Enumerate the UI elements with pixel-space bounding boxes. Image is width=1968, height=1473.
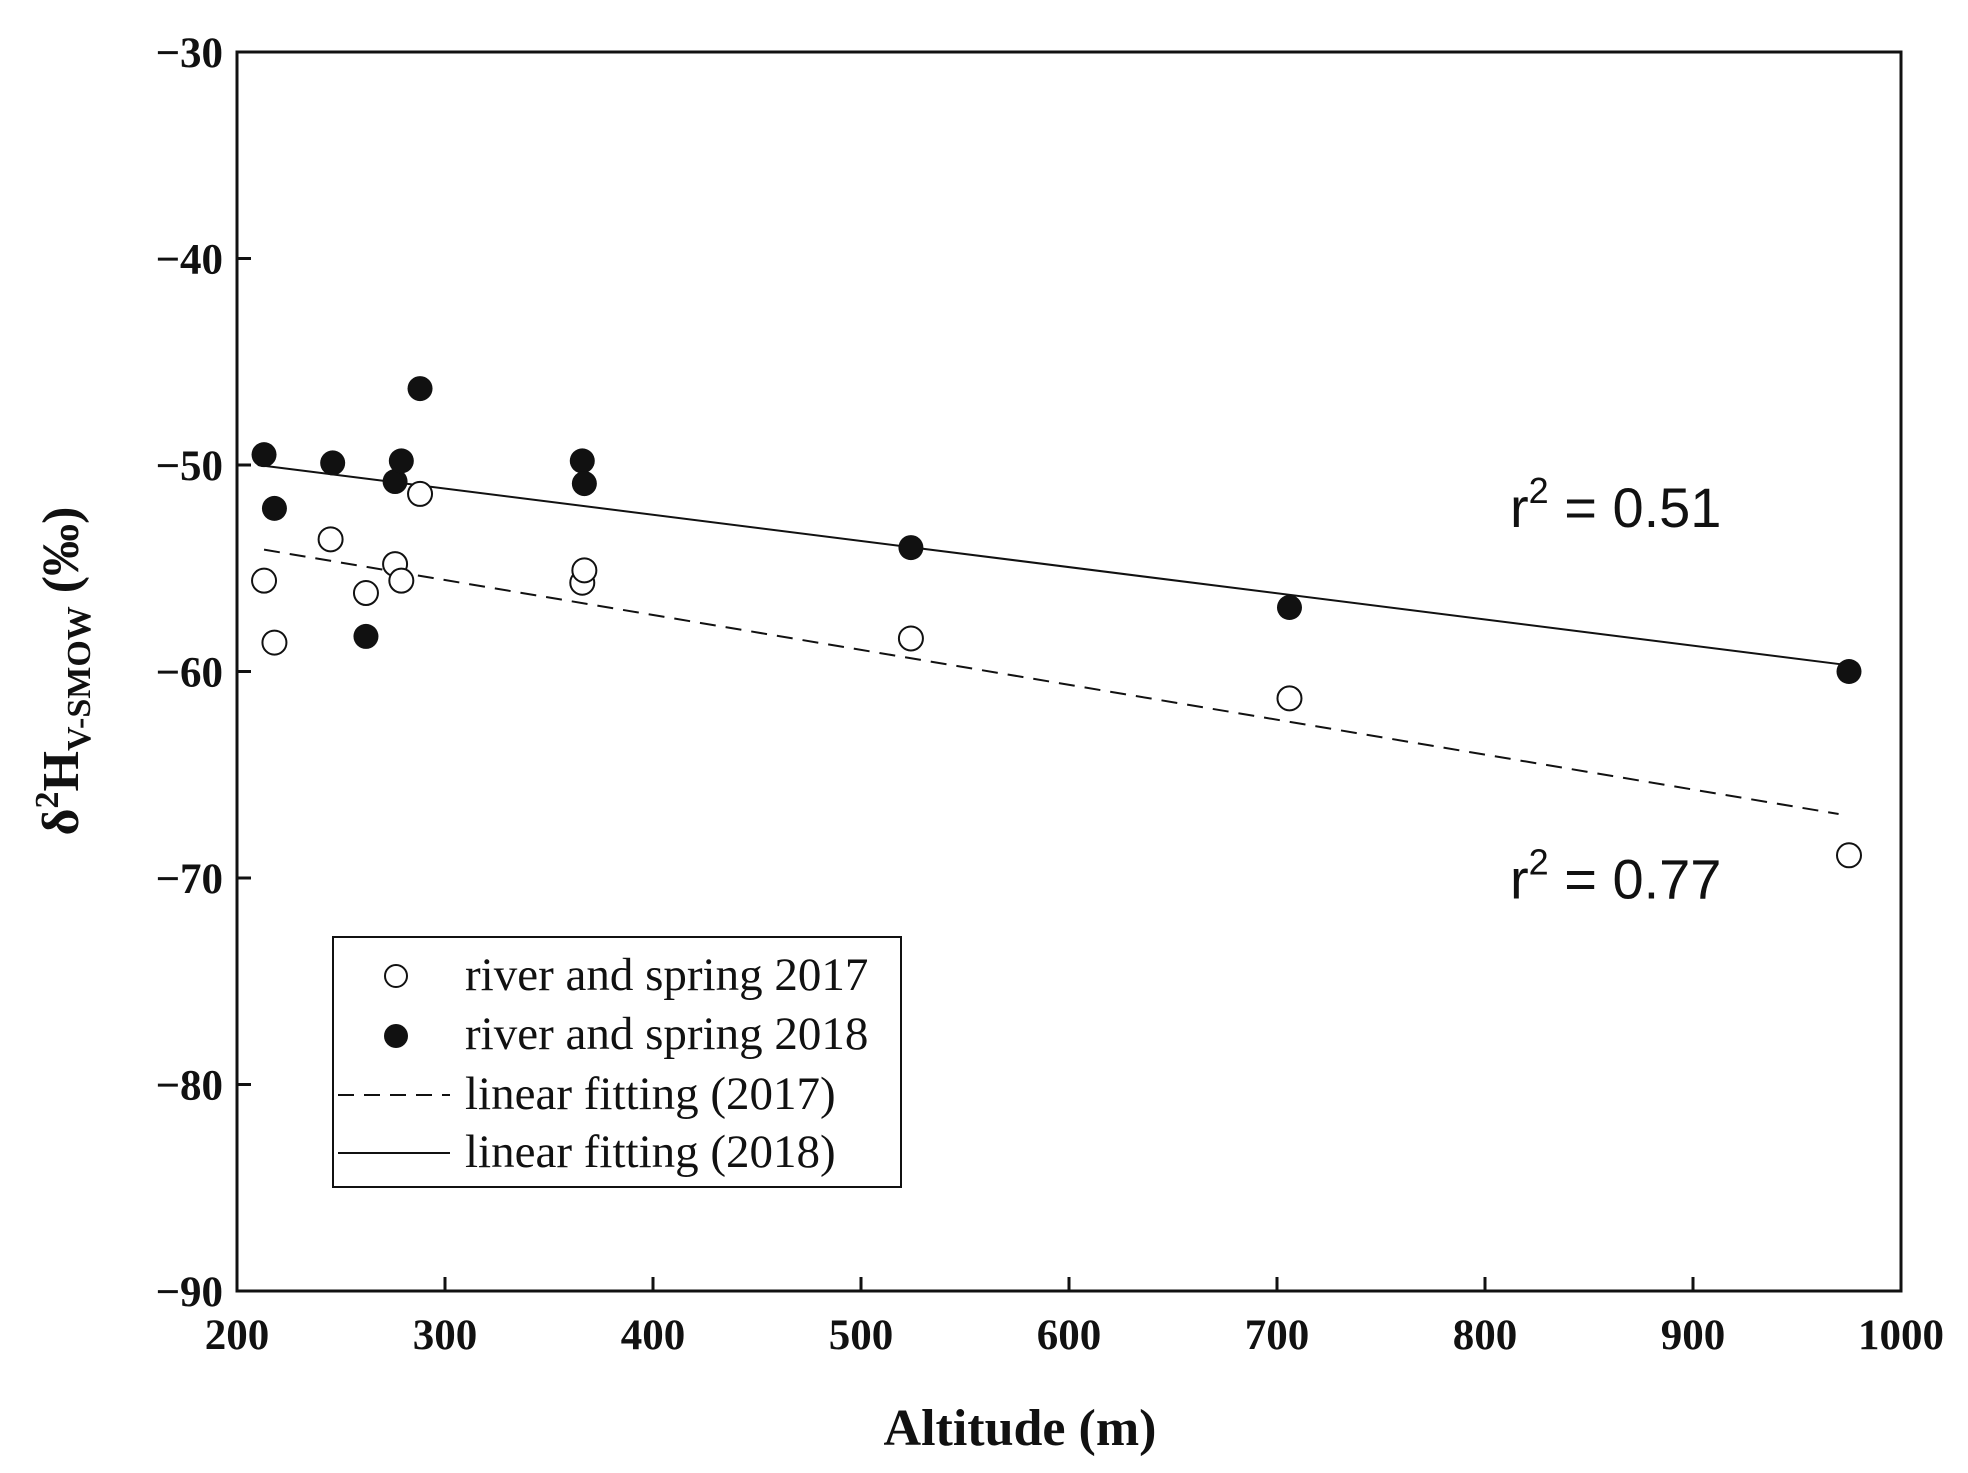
point-2018	[320, 450, 346, 476]
x-tick-label: 200	[205, 1312, 270, 1359]
legend-label-2018: river and spring 2018	[465, 1008, 868, 1060]
legend-label-fit-2018: linear fitting (2018)	[465, 1126, 836, 1178]
y-axis-ticks: −30 −40 −50 −60 −70 −80 −90	[155, 30, 251, 1316]
point-2017	[897, 625, 924, 652]
y-title-base: H	[33, 751, 90, 791]
y-tick-label: −70	[155, 856, 223, 903]
y-title-sup: 2	[29, 791, 66, 808]
fit-line-2017	[263, 548, 1839, 815]
point-2017	[352, 580, 379, 607]
x-axis-ticks: 200 300 400 500 600 700 800 900 1000	[205, 1277, 1944, 1359]
point-2017	[571, 557, 598, 584]
legend-box	[332, 936, 902, 1188]
r-value: = 0.51	[1549, 476, 1722, 539]
x-tick-label: 700	[1245, 1312, 1310, 1359]
x-tick-label: 500	[829, 1312, 894, 1359]
point-2017	[251, 567, 278, 594]
point-2018	[251, 442, 277, 468]
point-2018	[382, 469, 408, 495]
data-points	[251, 376, 1862, 869]
r-label: r	[1510, 848, 1529, 911]
r-value: = 0.77	[1549, 848, 1722, 911]
r-squared-label-1: r2 = 0.51	[1510, 470, 1722, 539]
y-tick-label: −80	[155, 1063, 223, 1110]
legend-marker-filled	[384, 1024, 408, 1048]
y-tick-label: −60	[155, 650, 223, 697]
x-tick-label: 600	[1037, 1312, 1102, 1359]
point-2018	[407, 376, 433, 402]
point-2018	[1276, 594, 1302, 620]
r-superscript: 2	[1529, 842, 1549, 883]
y-axis-title: δ2HV-SMOW (‰)	[29, 507, 98, 836]
x-tick-label: 800	[1453, 1312, 1518, 1359]
r-superscript: 2	[1529, 470, 1549, 511]
fit-line-2018	[257, 464, 1850, 667]
point-2018	[261, 495, 287, 521]
y-tick-label: −30	[155, 30, 223, 77]
x-tick-label: 400	[621, 1312, 686, 1359]
point-2018	[1836, 659, 1862, 684]
y-title-sub: V-SMOW	[61, 606, 98, 751]
legend-label-fit-2017: linear fitting (2017)	[465, 1068, 836, 1120]
point-2018	[353, 623, 379, 649]
point-2017	[1276, 685, 1303, 712]
point-2018	[898, 535, 924, 561]
point-2018	[569, 448, 595, 474]
legend-label-2017: river and spring 2017	[465, 949, 868, 1001]
r-label: r	[1510, 476, 1529, 539]
point-2017	[317, 526, 344, 553]
point-2017	[1836, 842, 1862, 869]
x-axis-title: Altitude (m)	[884, 1400, 1157, 1457]
y-title-unit: (‰)	[33, 507, 90, 607]
point-2017	[261, 629, 288, 656]
y-tick-label: −90	[155, 1269, 223, 1316]
y-tick-label: −40	[155, 237, 223, 284]
point-2017	[407, 480, 434, 507]
y-title-delta: δ	[33, 808, 90, 835]
y-tick-label: −50	[155, 443, 223, 490]
r-squared-label-2: r2 = 0.77	[1510, 842, 1722, 911]
fit-lines	[257, 464, 1850, 815]
point-2018	[388, 448, 414, 474]
point-2018	[571, 471, 597, 497]
point-2017	[388, 567, 415, 594]
x-tick-label: 300	[413, 1312, 478, 1359]
legend-marker-open	[384, 964, 408, 988]
legend: river and spring 2017 river and spring 2…	[332, 936, 902, 1188]
x-tick-label: 900	[1661, 1312, 1726, 1359]
x-tick-label: 1000	[1858, 1312, 1944, 1359]
